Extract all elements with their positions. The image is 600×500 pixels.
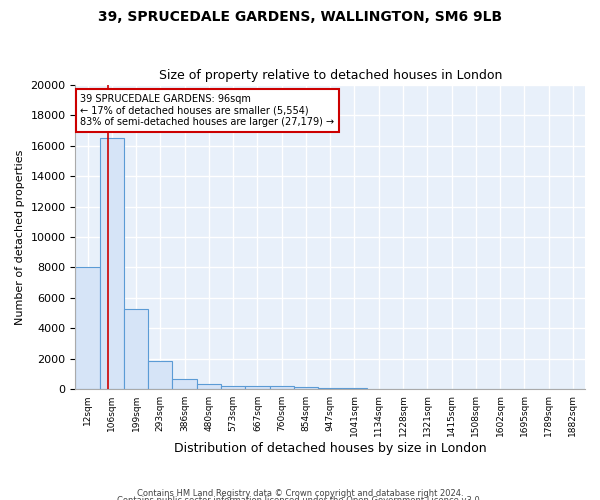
Text: Contains public sector information licensed under the Open Government Licence v3: Contains public sector information licen… [118, 496, 482, 500]
Bar [415, 389, 439, 390]
Bar [124, 308, 148, 390]
Bar [148, 362, 172, 390]
Y-axis label: Number of detached properties: Number of detached properties [15, 150, 25, 324]
Bar [391, 388, 415, 390]
Bar [221, 386, 245, 390]
Text: Contains HM Land Registry data © Crown copyright and database right 2024.: Contains HM Land Registry data © Crown c… [137, 488, 463, 498]
Bar [294, 386, 318, 390]
Bar [245, 386, 269, 390]
Bar [343, 388, 367, 390]
Bar [367, 388, 391, 390]
Text: 39 SPRUCEDALE GARDENS: 96sqm
← 17% of detached houses are smaller (5,554)
83% of: 39 SPRUCEDALE GARDENS: 96sqm ← 17% of de… [80, 94, 335, 127]
Bar [76, 268, 100, 390]
Bar [100, 138, 124, 390]
Bar [172, 379, 197, 390]
Text: 39, SPRUCEDALE GARDENS, WALLINGTON, SM6 9LB: 39, SPRUCEDALE GARDENS, WALLINGTON, SM6 … [98, 10, 502, 24]
Bar [269, 386, 294, 390]
Bar [197, 384, 221, 390]
Title: Size of property relative to detached houses in London: Size of property relative to detached ho… [158, 69, 502, 82]
Bar [318, 388, 343, 390]
X-axis label: Distribution of detached houses by size in London: Distribution of detached houses by size … [174, 442, 487, 455]
